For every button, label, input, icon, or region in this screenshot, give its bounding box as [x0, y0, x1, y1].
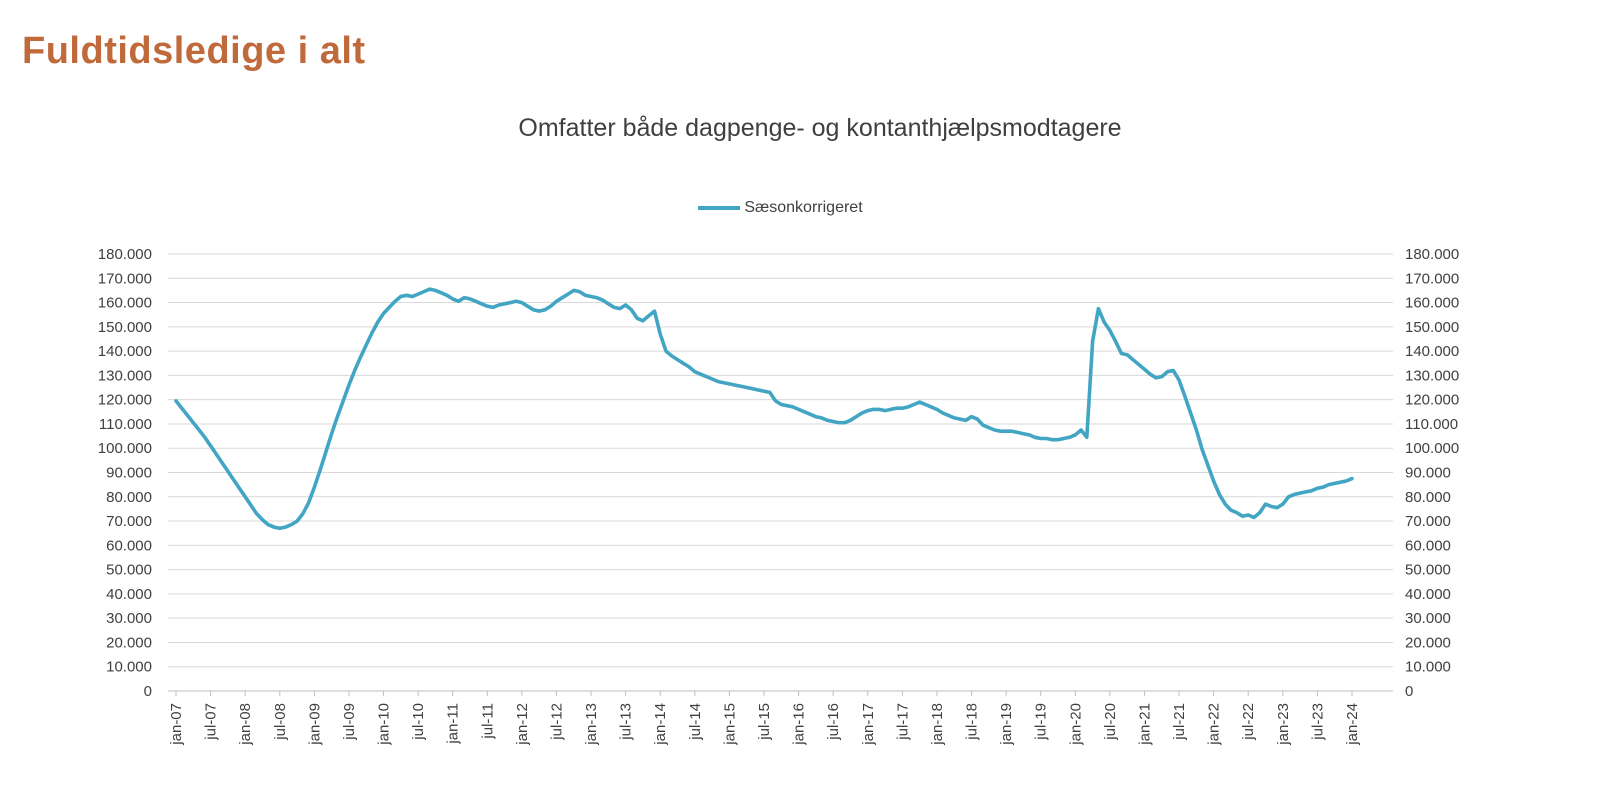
svg-text:150.000: 150.000: [1405, 319, 1459, 336]
y-axis-right: 0 10.000 20.000 30.000 40.000 50.000 60.000 70.…: [1405, 246, 1459, 700]
svg-text:jan-15: jan-15: [721, 703, 738, 746]
svg-text:jan-19: jan-19: [998, 703, 1015, 746]
svg-text:jan-07: jan-07: [168, 703, 185, 746]
svg-text:jan-24: jan-24: [1344, 703, 1361, 746]
svg-text:50.000: 50.000: [106, 562, 152, 579]
svg-text:jan-16: jan-16: [791, 703, 808, 746]
series-line-saesonkorrigeret: [174, 287, 1354, 531]
svg-text:140.000: 140.000: [98, 343, 152, 360]
svg-text:jul-22: jul-22: [1240, 703, 1257, 741]
svg-text:150.000: 150.000: [98, 319, 152, 336]
svg-text:40.000: 40.000: [1405, 586, 1451, 603]
svg-text:jan-10: jan-10: [376, 703, 393, 746]
svg-text:jan-20: jan-20: [1067, 703, 1084, 746]
svg-text:jan-11: jan-11: [445, 703, 462, 745]
svg-text:130.000: 130.000: [1405, 367, 1459, 384]
svg-text:0: 0: [1405, 683, 1413, 700]
svg-text:jul-10: jul-10: [410, 703, 427, 741]
chart-legend: Sæsonkorrigeret: [168, 199, 1393, 217]
svg-text:jul-17: jul-17: [894, 703, 911, 741]
svg-text:jan-22: jan-22: [1206, 703, 1223, 746]
svg-text:jan-14: jan-14: [652, 703, 669, 746]
svg-text:jan-18: jan-18: [929, 703, 946, 746]
svg-text:60.000: 60.000: [106, 537, 152, 554]
svg-text:30.000: 30.000: [106, 610, 152, 627]
svg-text:jul-12: jul-12: [548, 703, 565, 741]
svg-text:jan-12: jan-12: [514, 703, 531, 746]
svg-text:jul-18: jul-18: [964, 703, 981, 741]
svg-text:60.000: 60.000: [1405, 537, 1451, 554]
svg-text:jul-14: jul-14: [687, 703, 704, 741]
svg-text:170.000: 170.000: [1405, 270, 1459, 287]
svg-text:90.000: 90.000: [106, 465, 152, 482]
svg-text:80.000: 80.000: [106, 489, 152, 506]
svg-text:jul-15: jul-15: [756, 703, 773, 741]
svg-text:jul-19: jul-19: [1033, 703, 1050, 741]
svg-text:jul-20: jul-20: [1102, 703, 1119, 741]
svg-text:20.000: 20.000: [106, 634, 152, 651]
legend-line-swatch: [698, 206, 741, 210]
svg-text:100.000: 100.000: [1405, 440, 1459, 457]
svg-text:jul-21: jul-21: [1171, 703, 1188, 741]
svg-text:jan-17: jan-17: [860, 703, 877, 746]
svg-text:40.000: 40.000: [106, 586, 152, 603]
svg-text:180.000: 180.000: [98, 246, 152, 263]
svg-text:jul-23: jul-23: [1309, 703, 1326, 741]
svg-text:120.000: 120.000: [1405, 392, 1459, 409]
svg-text:10.000: 10.000: [1405, 659, 1451, 676]
svg-text:0: 0: [144, 683, 152, 700]
svg-text:jan-08: jan-08: [237, 703, 254, 746]
svg-text:20.000: 20.000: [1405, 634, 1451, 651]
svg-text:jan-21: jan-21: [1136, 703, 1153, 746]
svg-text:50.000: 50.000: [1405, 562, 1451, 579]
svg-text:80.000: 80.000: [1405, 489, 1451, 506]
svg-text:jan-13: jan-13: [583, 703, 600, 746]
svg-text:jul-09: jul-09: [341, 703, 358, 741]
x-axis: jan-07 jul-07 jan-08 jul-08 jan-09 jul-09 jan-…: [168, 691, 1361, 746]
svg-text:130.000: 130.000: [98, 367, 152, 384]
svg-text:180.000: 180.000: [1405, 246, 1459, 263]
svg-text:100.000: 100.000: [98, 440, 152, 457]
svg-text:30.000: 30.000: [1405, 610, 1451, 627]
svg-text:70.000: 70.000: [1405, 513, 1451, 530]
svg-text:jul-11: jul-11: [479, 703, 496, 740]
svg-text:90.000: 90.000: [1405, 465, 1451, 482]
svg-text:jul-08: jul-08: [272, 703, 289, 741]
svg-text:70.000: 70.000: [106, 513, 152, 530]
gridlines: [168, 253, 1393, 668]
legend-series-label: Sæsonkorrigeret: [744, 199, 863, 216]
svg-text:120.000: 120.000: [98, 392, 152, 409]
svg-text:160.000: 160.000: [98, 295, 152, 312]
svg-text:170.000: 170.000: [98, 270, 152, 287]
svg-text:jul-07: jul-07: [203, 703, 220, 741]
svg-text:10.000: 10.000: [106, 659, 152, 676]
svg-text:110.000: 110.000: [99, 416, 152, 433]
svg-text:jan-09: jan-09: [306, 703, 323, 746]
y-axis-left: 0 10.000 20.000 30.000 40.000 50.000 60.000 70.…: [98, 246, 152, 700]
chart-title: Omfatter både dagpenge- og kontanthjælps…: [518, 114, 1122, 142]
svg-text:jul-13: jul-13: [618, 703, 635, 741]
page-title: Fuldtidsledige i alt: [22, 30, 366, 72]
svg-text:jul-16: jul-16: [825, 703, 842, 741]
svg-text:jan-23: jan-23: [1275, 703, 1292, 746]
svg-text:160.000: 160.000: [1405, 295, 1459, 312]
svg-text:140.000: 140.000: [1405, 343, 1459, 360]
svg-text:110.000: 110.000: [1405, 416, 1458, 433]
